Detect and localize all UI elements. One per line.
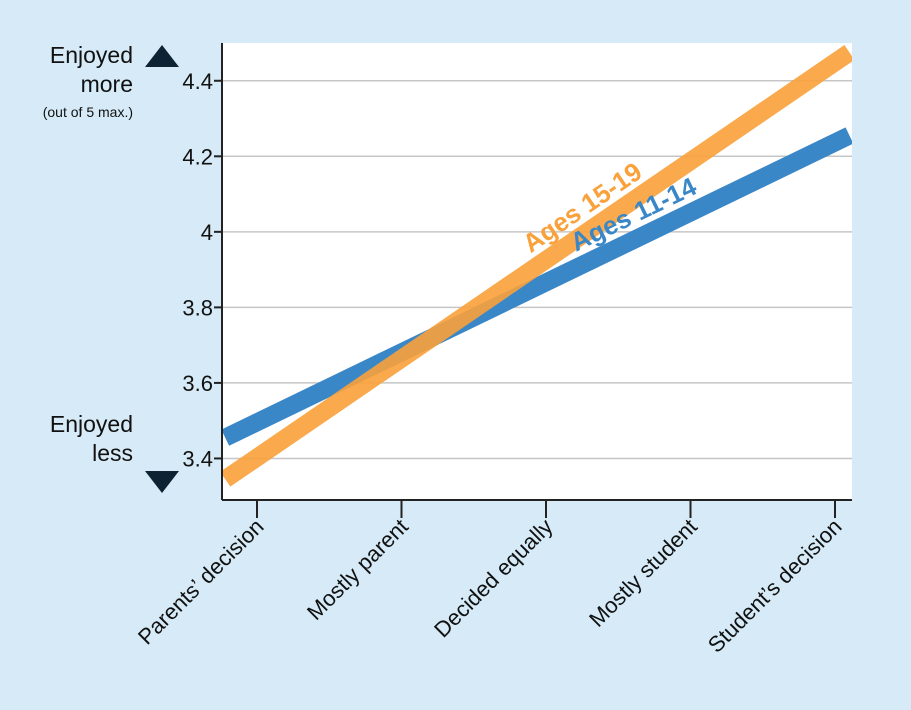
y-tick-label: 4.2 [182, 144, 213, 169]
y-tick-label: 3.4 [182, 446, 213, 471]
x-ticks: Parents’ decision Mostly parent Decided eq… [133, 500, 847, 658]
series-line [222, 127, 852, 446]
y-ticks: 3.4 3.6 3.8 4 4.2 4.4 [182, 69, 222, 471]
y-tick-label: 4 [201, 220, 213, 245]
y-tick-label: 3.6 [182, 371, 213, 396]
series-lines [222, 45, 852, 487]
axes [221, 43, 852, 501]
x-tick-label: Mostly parent [302, 514, 413, 625]
x-tick-label: Mostly student [584, 514, 702, 632]
x-tick-label: Parents’ decision [133, 514, 269, 650]
series-bands [222, 45, 852, 487]
enjoyed-more-line2: more [81, 71, 133, 97]
triangle-down-icon [145, 471, 179, 493]
enjoyed-less-line1: Enjoyed [50, 411, 133, 437]
x-tick-label: Decided equally [429, 514, 557, 642]
y-tick-label: 4.4 [182, 69, 213, 94]
enjoyed-less-annotation: Enjoyed less [50, 411, 179, 493]
enjoyed-more-line1: Enjoyed [50, 42, 133, 68]
y-tick-label: 3.8 [182, 295, 213, 320]
enjoyed-more-annotation: Enjoyed more (out of 5 max.) [43, 42, 179, 120]
enjoyed-more-note: (out of 5 max.) [43, 104, 133, 120]
enjoyed-less-line2: less [92, 440, 133, 466]
x-tick-label: Student’s decision [703, 514, 847, 658]
series-line [222, 45, 852, 487]
triangle-up-icon [145, 45, 179, 67]
